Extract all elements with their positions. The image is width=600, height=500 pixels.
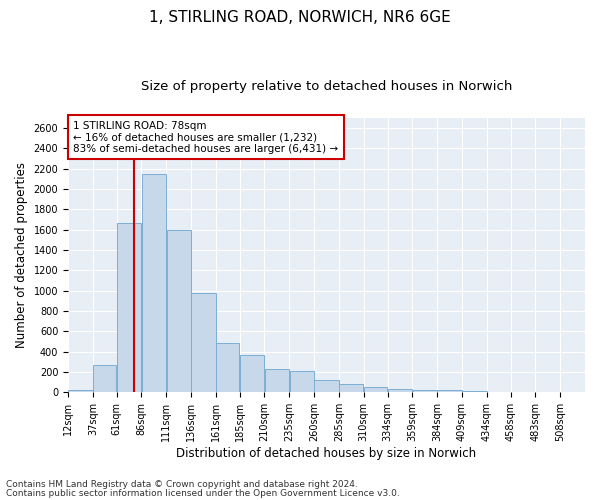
Bar: [191, 293, 215, 392]
Bar: [339, 384, 364, 392]
Bar: [216, 342, 239, 392]
Title: Size of property relative to detached houses in Norwich: Size of property relative to detached ho…: [141, 80, 512, 93]
Bar: [290, 371, 314, 392]
Bar: [437, 390, 462, 392]
X-axis label: Distribution of detached houses by size in Norwich: Distribution of detached houses by size …: [176, 447, 476, 460]
Bar: [93, 365, 116, 392]
Bar: [117, 222, 141, 392]
Bar: [167, 230, 191, 392]
Text: 1, STIRLING ROAD, NORWICH, NR6 6GE: 1, STIRLING ROAD, NORWICH, NR6 6GE: [149, 10, 451, 25]
Text: Contains HM Land Registry data © Crown copyright and database right 2024.: Contains HM Land Registry data © Crown c…: [6, 480, 358, 489]
Text: Contains public sector information licensed under the Open Government Licence v3: Contains public sector information licen…: [6, 488, 400, 498]
Bar: [240, 354, 264, 393]
Y-axis label: Number of detached properties: Number of detached properties: [15, 162, 28, 348]
Bar: [68, 390, 92, 392]
Bar: [413, 390, 437, 392]
Bar: [364, 388, 387, 392]
Bar: [314, 380, 338, 392]
Text: 1 STIRLING ROAD: 78sqm
← 16% of detached houses are smaller (1,232)
83% of semi-: 1 STIRLING ROAD: 78sqm ← 16% of detached…: [73, 120, 338, 154]
Bar: [265, 370, 289, 392]
Bar: [388, 390, 412, 392]
Bar: [142, 174, 166, 392]
